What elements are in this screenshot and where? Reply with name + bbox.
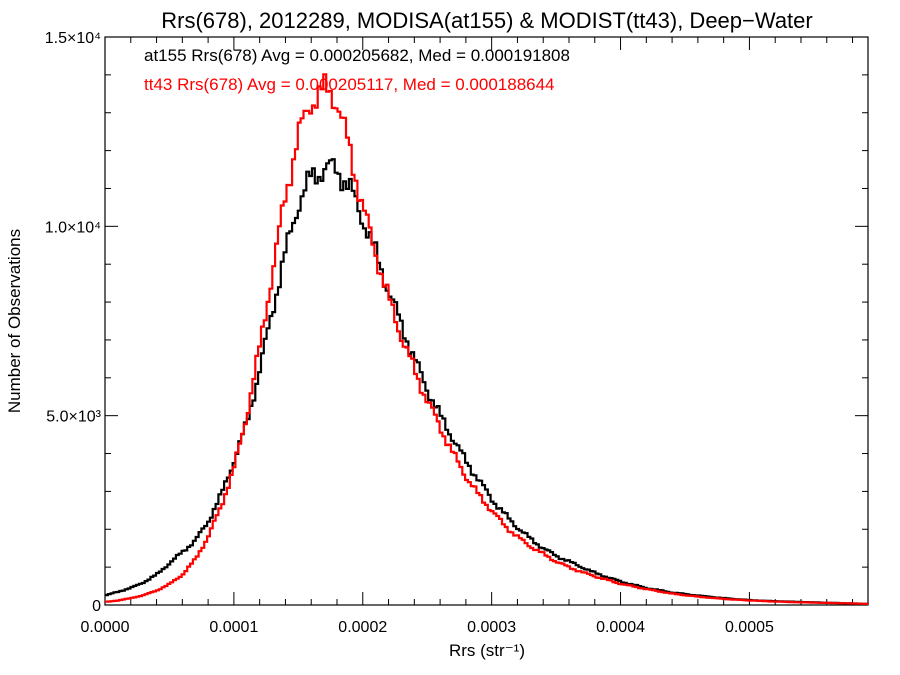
chart-title: Rrs(678), 2012289, MODISA(at155) & MODIS… (161, 8, 812, 33)
legend-annotation-at155: at155 Rrs(678) Avg = 0.000205682, Med = … (144, 46, 570, 65)
y-axis-label: Number of Observations (5, 229, 24, 413)
x-tick-label: 0.0000 (81, 619, 130, 636)
x-tick-label: 0.0001 (209, 619, 258, 636)
y-tick-label: 5.0×10³ (46, 409, 101, 426)
x-axis-label: Rrs (str⁻¹) (449, 641, 525, 660)
x-tick-label: 0.0003 (467, 619, 516, 636)
legend-annotation-tt43: tt43 Rrs(678) Avg = 0.000205117, Med = 0… (144, 75, 555, 94)
x-tick-label: 0.0005 (725, 619, 774, 636)
y-tick-label: 0 (92, 598, 101, 615)
y-axis: 0 5.0×10³ 1.0×10⁴ 1.5×10⁴ (45, 30, 868, 615)
x-axis: 0.0000 0.0001 0.0002 0.0003 0.0004 0.0005 (81, 37, 854, 636)
x-tick-label: 0.0002 (338, 619, 387, 636)
series-line-tt43 (105, 73, 869, 605)
y-tick-label: 1.5×10⁴ (45, 30, 101, 47)
series-layer (105, 73, 869, 605)
plot-frame (104, 36, 869, 606)
x-tick-label: 0.0004 (596, 619, 645, 636)
series-line-at155 (105, 158, 869, 605)
y-tick-label: 1.0×10⁴ (45, 219, 101, 236)
